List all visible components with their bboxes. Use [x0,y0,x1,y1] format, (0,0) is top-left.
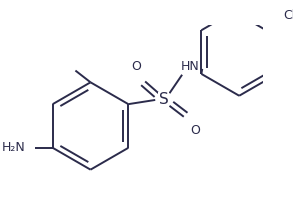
Text: O: O [190,124,200,137]
Text: S: S [159,92,168,107]
Text: H₂N: H₂N [2,141,26,154]
Text: HN: HN [181,60,200,73]
Text: Cl: Cl [284,9,293,22]
Text: O: O [131,60,141,73]
